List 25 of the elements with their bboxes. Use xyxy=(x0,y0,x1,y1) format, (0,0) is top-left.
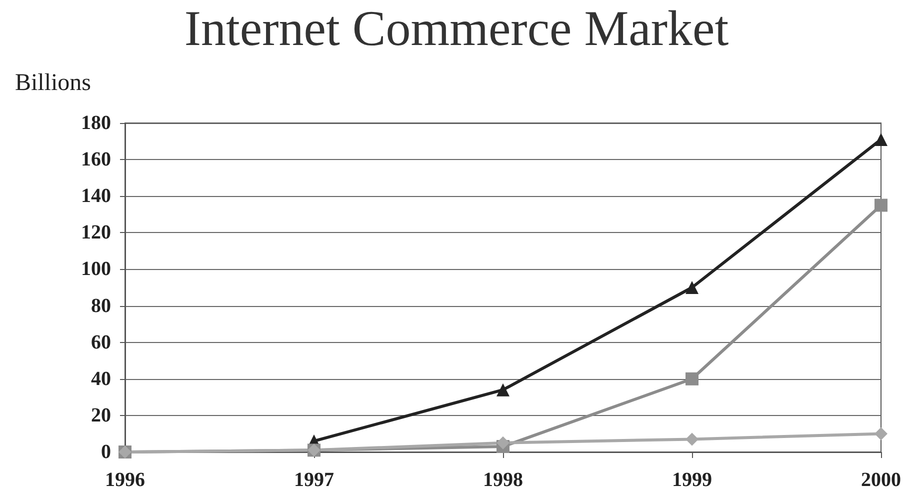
point xyxy=(496,383,510,396)
y-tick-label: 40 xyxy=(91,368,111,390)
point xyxy=(496,436,510,450)
point xyxy=(686,281,698,294)
y-tick-label: 80 xyxy=(91,294,111,317)
point xyxy=(686,372,698,386)
x-tick-label: 1997 xyxy=(294,469,334,491)
y-tick-label: 60 xyxy=(91,331,111,354)
point xyxy=(686,432,698,446)
y-tick-label: 140 xyxy=(81,185,111,208)
y-tick-label: 120 xyxy=(81,222,111,244)
y-axis-title: Billions xyxy=(15,70,92,96)
y-tick-label: 180 xyxy=(81,112,111,134)
point xyxy=(874,198,888,212)
point xyxy=(874,427,888,440)
x-tick-label: 1998 xyxy=(483,469,523,491)
point xyxy=(874,132,888,146)
y-tick-label: 160 xyxy=(81,148,111,171)
y-tick-label: 20 xyxy=(91,404,111,426)
y-tick-label: 100 xyxy=(81,258,111,280)
chart-title: Internet Commerce Market xyxy=(184,0,729,56)
x-tick-label: 1999 xyxy=(672,469,712,491)
x-tick-label: 1996 xyxy=(105,469,145,491)
y-tick-label: 0 xyxy=(101,441,111,463)
x-tick-label: 2000 xyxy=(861,469,901,491)
